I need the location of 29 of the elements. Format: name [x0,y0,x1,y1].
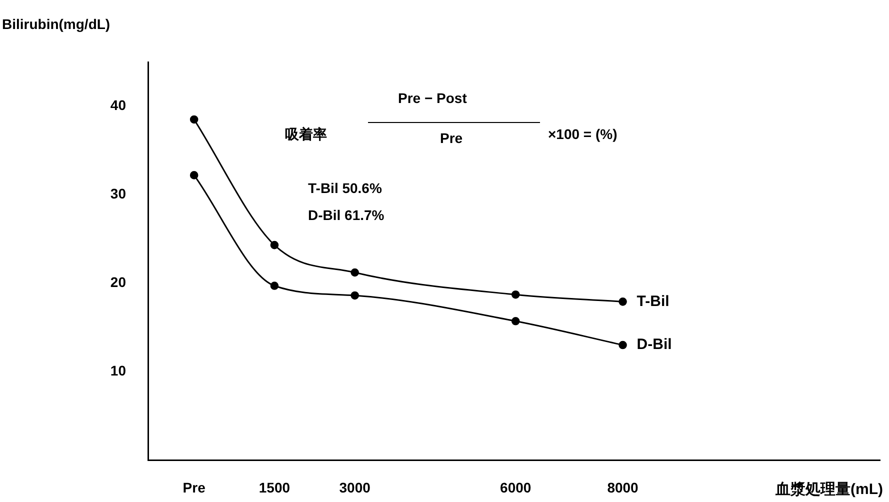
x-tick-label: 6000 [500,479,532,496]
annotation: Pre − Post [398,90,467,106]
series-label: T-Bil [636,292,670,310]
point [350,291,359,300]
point [511,290,520,299]
annotation: ×100 = (%) [548,126,618,142]
point [190,115,198,124]
y-tick-label: 40 [110,97,126,114]
x-tick-label: 1500 [258,479,290,496]
annotation: Pre [440,130,463,146]
x-tick-label: 3000 [339,479,371,496]
point [270,240,279,250]
point [511,316,520,326]
y-tick-label: 30 [110,186,126,202]
point [618,298,627,306]
x-tick-label: 8000 [607,479,639,496]
annotation: T-Bil 50.6% [308,180,382,196]
x-tick-label: Pre [182,479,206,496]
y-tick-label: 10 [110,362,126,378]
point [270,282,279,290]
annotation: 吸着率 [285,126,327,144]
x-axis-title: 血漿処理量(mL) [776,480,883,499]
point [190,171,198,180]
annotation: D-Bil 61.7% [308,207,384,223]
point [618,340,627,350]
series-label: D-Bil [636,336,672,354]
y-axis-title: Bilirubin(mg/dL) [2,16,110,32]
y-tick-label: 20 [110,274,126,290]
point [350,268,359,277]
